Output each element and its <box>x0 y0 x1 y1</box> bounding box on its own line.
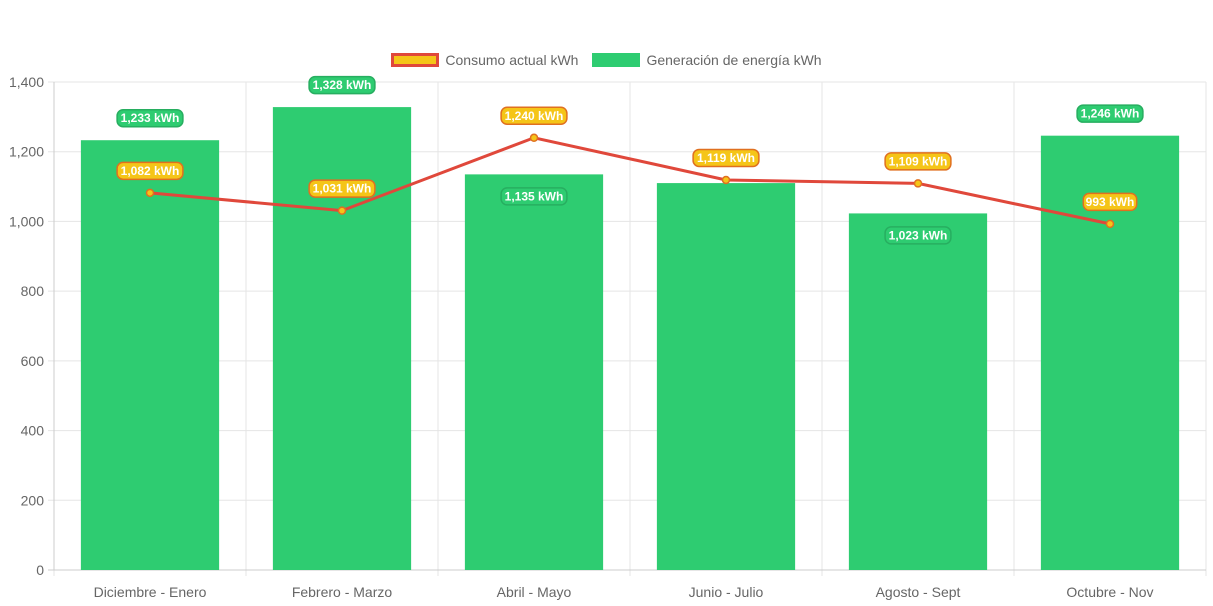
line-data-label-box <box>500 106 568 126</box>
y-tick-label: 1,000 <box>9 213 44 229</box>
bar-generation <box>272 107 412 571</box>
bar-generation <box>464 174 604 570</box>
legend-label-consumption: Consumo actual kWh <box>445 52 579 68</box>
y-tick-label: 1,200 <box>9 144 44 160</box>
line-data-label: 993 kWh <box>1086 195 1135 209</box>
line-consumption <box>149 136 1111 226</box>
bar-data-label-box <box>116 108 184 128</box>
line-data-label: 1,119 kWh <box>697 151 755 165</box>
x-tick-label: Diciembre - Enero <box>94 584 207 600</box>
x-tick-label: Agosto - Sept <box>876 584 961 600</box>
point-consumption <box>721 175 731 185</box>
legend-item-consumption[interactable]: Consumo actual kWh <box>391 52 578 68</box>
x-tick-label: Abril - Mayo <box>497 584 572 600</box>
line-data-label-box <box>1082 192 1138 212</box>
bar-data-label: 1,023 kWh <box>889 228 948 242</box>
bar-data-label: 1,135 kWh <box>505 189 564 203</box>
line-data-label-box <box>308 179 376 198</box>
legend: Consumo actual kWh Generación de energía… <box>0 52 1213 68</box>
bar-data-label: 1,246 kWh <box>1081 107 1140 121</box>
line-data-label-box <box>692 148 760 168</box>
line-data-label-box <box>116 161 184 181</box>
line-data-label: 1,109 kWh <box>889 154 948 168</box>
bar-data-label-box <box>308 75 376 95</box>
point-consumption <box>529 133 539 143</box>
y-tick-label: 200 <box>21 492 45 508</box>
line-data-label: 1,240 kWh <box>505 109 564 123</box>
bar-data-label-box <box>884 226 952 245</box>
x-tick-label: Octubre - Nov <box>1066 584 1153 600</box>
y-tick-label: 0 <box>36 562 44 578</box>
legend-label-generation: Generación de energía kWh <box>646 52 822 68</box>
bar-data-label-box <box>1076 104 1144 123</box>
y-tick-label: 400 <box>21 423 45 439</box>
line-data-label: 1,031 kWh <box>313 182 372 196</box>
legend-swatch-consumption <box>391 53 440 67</box>
point-consumption <box>145 188 155 198</box>
legend-item-generation[interactable]: Generación de energía kWh <box>592 52 822 68</box>
bar-generation <box>80 140 220 570</box>
point-consumption <box>913 179 923 188</box>
x-tick-label: Junio - Julio <box>689 584 764 600</box>
y-tick-label: 1,400 <box>9 74 44 90</box>
bar-data-label: 1,328 kWh <box>313 78 372 92</box>
bar-generation <box>848 213 988 570</box>
legend-swatch-generation <box>592 53 641 67</box>
line-data-label: 1,082 kWh <box>121 164 180 178</box>
y-tick-label: 600 <box>21 353 45 369</box>
y-tick-label: 800 <box>21 283 45 299</box>
x-tick-label: Febrero - Marzo <box>292 584 393 600</box>
point-consumption <box>337 206 347 215</box>
bar-data-label-box <box>500 187 568 206</box>
line-data-label-box <box>884 152 952 171</box>
bar-data-label: 1,233 kWh <box>121 111 180 125</box>
bar-generation <box>656 183 796 571</box>
point-consumption <box>1105 219 1115 229</box>
